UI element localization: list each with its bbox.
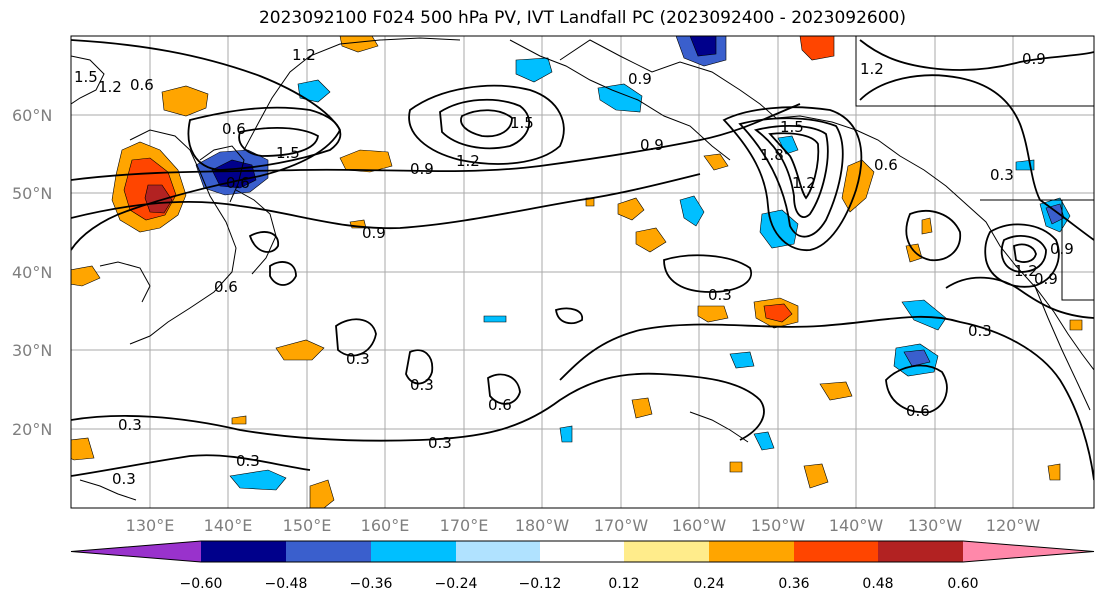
contour-label: 0.9: [1034, 270, 1058, 288]
contour-label: 0.3: [118, 416, 142, 434]
contour-label: 0.3: [428, 434, 452, 452]
contour-label: 1.2: [292, 46, 316, 64]
latitude-labels: 60°N 50°N 40°N 30°N 20°N: [12, 106, 52, 439]
map-frame: [70, 35, 1095, 509]
colorbar-tick-label: 0.12: [608, 576, 639, 592]
contour-label: 0.6: [130, 76, 154, 94]
colorbar-swatch: [201, 541, 286, 562]
contour-label: 1.5: [74, 68, 98, 86]
contour-label: 0.9: [640, 136, 664, 154]
contour-label: 0.3: [112, 470, 136, 488]
contour-label: 0.6: [214, 278, 238, 296]
colorbar-tick-label: 0.36: [778, 576, 809, 592]
contour-label: 0.3: [708, 286, 732, 304]
contour-label: 0.9: [410, 160, 434, 178]
lat-label: 60°N: [12, 106, 52, 125]
lon-label: 160°E: [361, 516, 410, 535]
lon-label: 140°E: [204, 516, 253, 535]
contour-label: 0.6: [906, 402, 930, 420]
colorbar-swatch: [540, 541, 624, 562]
contour-label: 0.9: [1022, 50, 1046, 68]
contour-label: 0.3: [990, 166, 1014, 184]
lon-label: 160°W: [672, 516, 727, 535]
lon-label: 130°E: [126, 516, 175, 535]
contour-label: 1.8: [760, 146, 784, 164]
colorbar-tick-label: −0.60: [180, 576, 223, 592]
lon-label: 120°W: [986, 516, 1041, 535]
contour-label: 0.3: [410, 376, 434, 394]
lon-label: 180°W: [515, 516, 570, 535]
colorbar-tick-label: 0.24: [693, 576, 724, 592]
colorbar-swatch: [709, 541, 794, 562]
contour-label: 1.2: [456, 152, 480, 170]
contour-label: 0.9: [362, 224, 386, 242]
lat-label: 40°N: [12, 263, 52, 282]
contour-label: 1.5: [780, 118, 804, 136]
colorbar-ticks: −0.60 −0.48 −0.36 −0.24 −0.12 0.12 0.24 …: [180, 576, 979, 592]
contour-label: 0.6: [226, 174, 250, 192]
contour-label: 0.3: [236, 452, 260, 470]
pv-contours: [71, 39, 1094, 481]
colorbar-outline: [70, 540, 1095, 563]
lon-label: 170°E: [440, 516, 489, 535]
map-title: 2023092100 F024 500 hPa PV, IVT Landfall…: [258, 8, 906, 28]
contour-label: 1.2: [1014, 262, 1038, 280]
contour-label-group: 1.2 0.9 1.5 1.2 0.6 1.5 0.6 0.9 1.2 1.5 …: [74, 46, 1074, 488]
lat-label: 20°N: [12, 420, 52, 439]
lat-label: 30°N: [12, 341, 52, 360]
contour-label: 0.6: [488, 396, 512, 414]
contour-label: 0.6: [874, 156, 898, 174]
contour-label: 1.2: [860, 60, 884, 78]
contour-label: 0.9: [628, 70, 652, 88]
colorbar-tick-label: −0.48: [265, 576, 308, 592]
lon-label: 140°W: [829, 516, 884, 535]
colorbar-swatch: [878, 541, 963, 562]
colorbar-swatch: [71, 541, 201, 562]
colorbar-swatch: [794, 541, 878, 562]
colorbar-swatch: [286, 541, 371, 562]
colorbar-swatch: [371, 541, 456, 562]
contour-label: 1.2: [98, 78, 122, 96]
contour-label: 1.5: [276, 144, 300, 162]
lon-label: 130°W: [908, 516, 963, 535]
lon-label: 150°W: [751, 516, 806, 535]
contour-label: 0.3: [968, 322, 992, 340]
lat-label: 50°N: [12, 184, 52, 203]
longitude-labels: 130°E 140°E 150°E 160°E 170°E 180°W 170°…: [126, 516, 1041, 535]
colorbar-tick-label: 0.60: [947, 576, 978, 592]
coastlines: [71, 36, 1094, 501]
lon-label: 170°W: [594, 516, 649, 535]
lon-label: 150°E: [283, 516, 332, 535]
contour-label: 1.2: [792, 174, 816, 192]
colorbar-swatch: [456, 541, 540, 562]
colorbar-tick-label: 0.48: [862, 576, 893, 592]
contour-label: 1.5: [510, 114, 534, 132]
contour-label: 0.3: [346, 350, 370, 368]
colorbar: [70, 540, 1095, 563]
colorbar-swatch: [963, 541, 1094, 562]
contour-label: 0.9: [1050, 240, 1074, 258]
colorbar-tick-label: −0.36: [350, 576, 393, 592]
colorbar-tick-label: −0.12: [519, 576, 562, 592]
colorbar-swatch: [624, 541, 709, 562]
contour-label: 0.6: [222, 120, 246, 138]
colorbar-tick-label: −0.24: [435, 576, 478, 592]
